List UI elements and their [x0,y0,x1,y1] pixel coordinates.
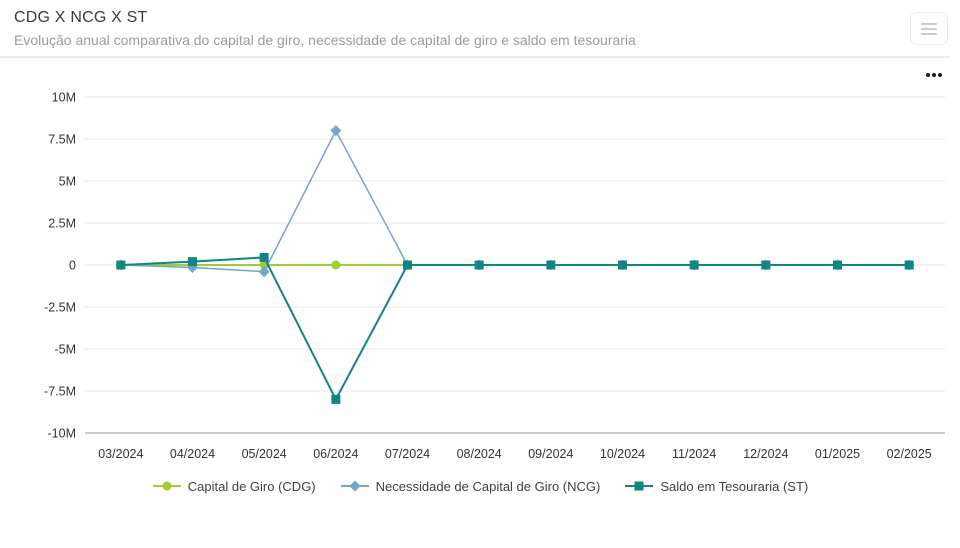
x-axis-label: 09/2024 [528,447,573,461]
data-point[interactable] [618,260,627,270]
x-axis-label: 03/2024 [98,447,143,461]
data-point[interactable] [761,260,771,270]
data-point[interactable] [259,252,269,262]
data-point[interactable] [330,125,342,137]
y-axis-labels: 10M 7.5M 5M 2.5M 0 -2.5M -5M -7.5M -10M [44,91,76,441]
legend-item[interactable]: Necessidade de Capital de Giro (NCG) [340,478,601,494]
legend-label: Capital de Giro (CDG) [187,478,316,494]
y-axis-label: -5M [54,343,76,357]
x-axis-labels: 03/2024 04/2024 05/2024 06/2024 07/2024 08/20… [98,447,932,461]
series-line [120,256,910,402]
data-point[interactable] [474,260,484,270]
data-point[interactable] [258,266,270,278]
chart-canvas: 10M 7.5M 5M 2.5M 0 -2.5M -5M -7.5M -10M 03/2024 04… [44,91,945,461]
data-point[interactable] [116,260,126,270]
data-point[interactable] [904,260,914,270]
circle-marker-icon [152,481,181,491]
x-axis-label: 06/2024 [313,447,358,461]
ellipsis-icon[interactable] [926,70,942,80]
data-point[interactable] [546,260,556,270]
y-axis-label: -2.5M [44,301,76,315]
legend-marker [634,481,644,491]
legend-label: Saldo em Tesouraria (ST) [660,478,809,494]
x-axis-label: 01/2025 [815,447,860,461]
y-axis-label: 2.5M [48,217,76,231]
legend-marker [349,480,361,492]
legend-marker [162,481,172,491]
x-axis-label: 11/2024 [672,447,716,461]
data-point[interactable] [833,260,842,270]
x-axis-label: 07/2024 [385,447,430,461]
x-axis-label: 02/2025 [887,447,932,461]
y-axis-label: -10M [48,427,76,441]
square-marker-icon [625,481,654,491]
chart-area: 10M 7.5M 5M 2.5M 0 -2.5M -5M -7.5M -10M 03/2024 04… [0,85,960,470]
x-axis-label: 05/2024 [242,447,287,461]
data-point[interactable] [188,257,197,267]
x-axis-label: 04/2024 [170,447,215,461]
data-point[interactable] [689,260,699,270]
page-title: CDG X NCG X ST [14,9,148,26]
series-diamond [115,125,915,278]
hamburger-icon[interactable] [910,12,948,45]
data-point[interactable] [331,394,341,404]
legend-item[interactable]: Capital de Giro (CDG) [152,478,316,494]
y-axis-label: 5M [59,175,76,189]
legend-label: Necessidade de Capital de Giro (NCG) [375,478,601,494]
chart-legend: Capital de Giro (CDG) Necessidade de Capi… [0,478,960,494]
y-axis-label: -7.5M [44,385,76,399]
data-point[interactable] [403,260,412,270]
page-subtitle: Evolução anual comparativa do capital de… [14,32,636,48]
header-divider [0,56,950,58]
data-point[interactable] [331,260,341,270]
x-axis-label: 12/2024 [743,447,788,461]
x-axis-label: 10/2024 [600,447,645,461]
diamond-marker-icon [340,480,369,492]
x-axis-label: 08/2024 [457,447,502,461]
series-square [116,252,914,404]
y-axis-label: 7.5M [48,133,76,147]
y-axis-label: 0 [69,259,76,273]
y-axis-label: 10M [52,91,76,105]
legend-item[interactable]: Saldo em Tesouraria (ST) [624,478,808,494]
series-line [120,128,910,273]
